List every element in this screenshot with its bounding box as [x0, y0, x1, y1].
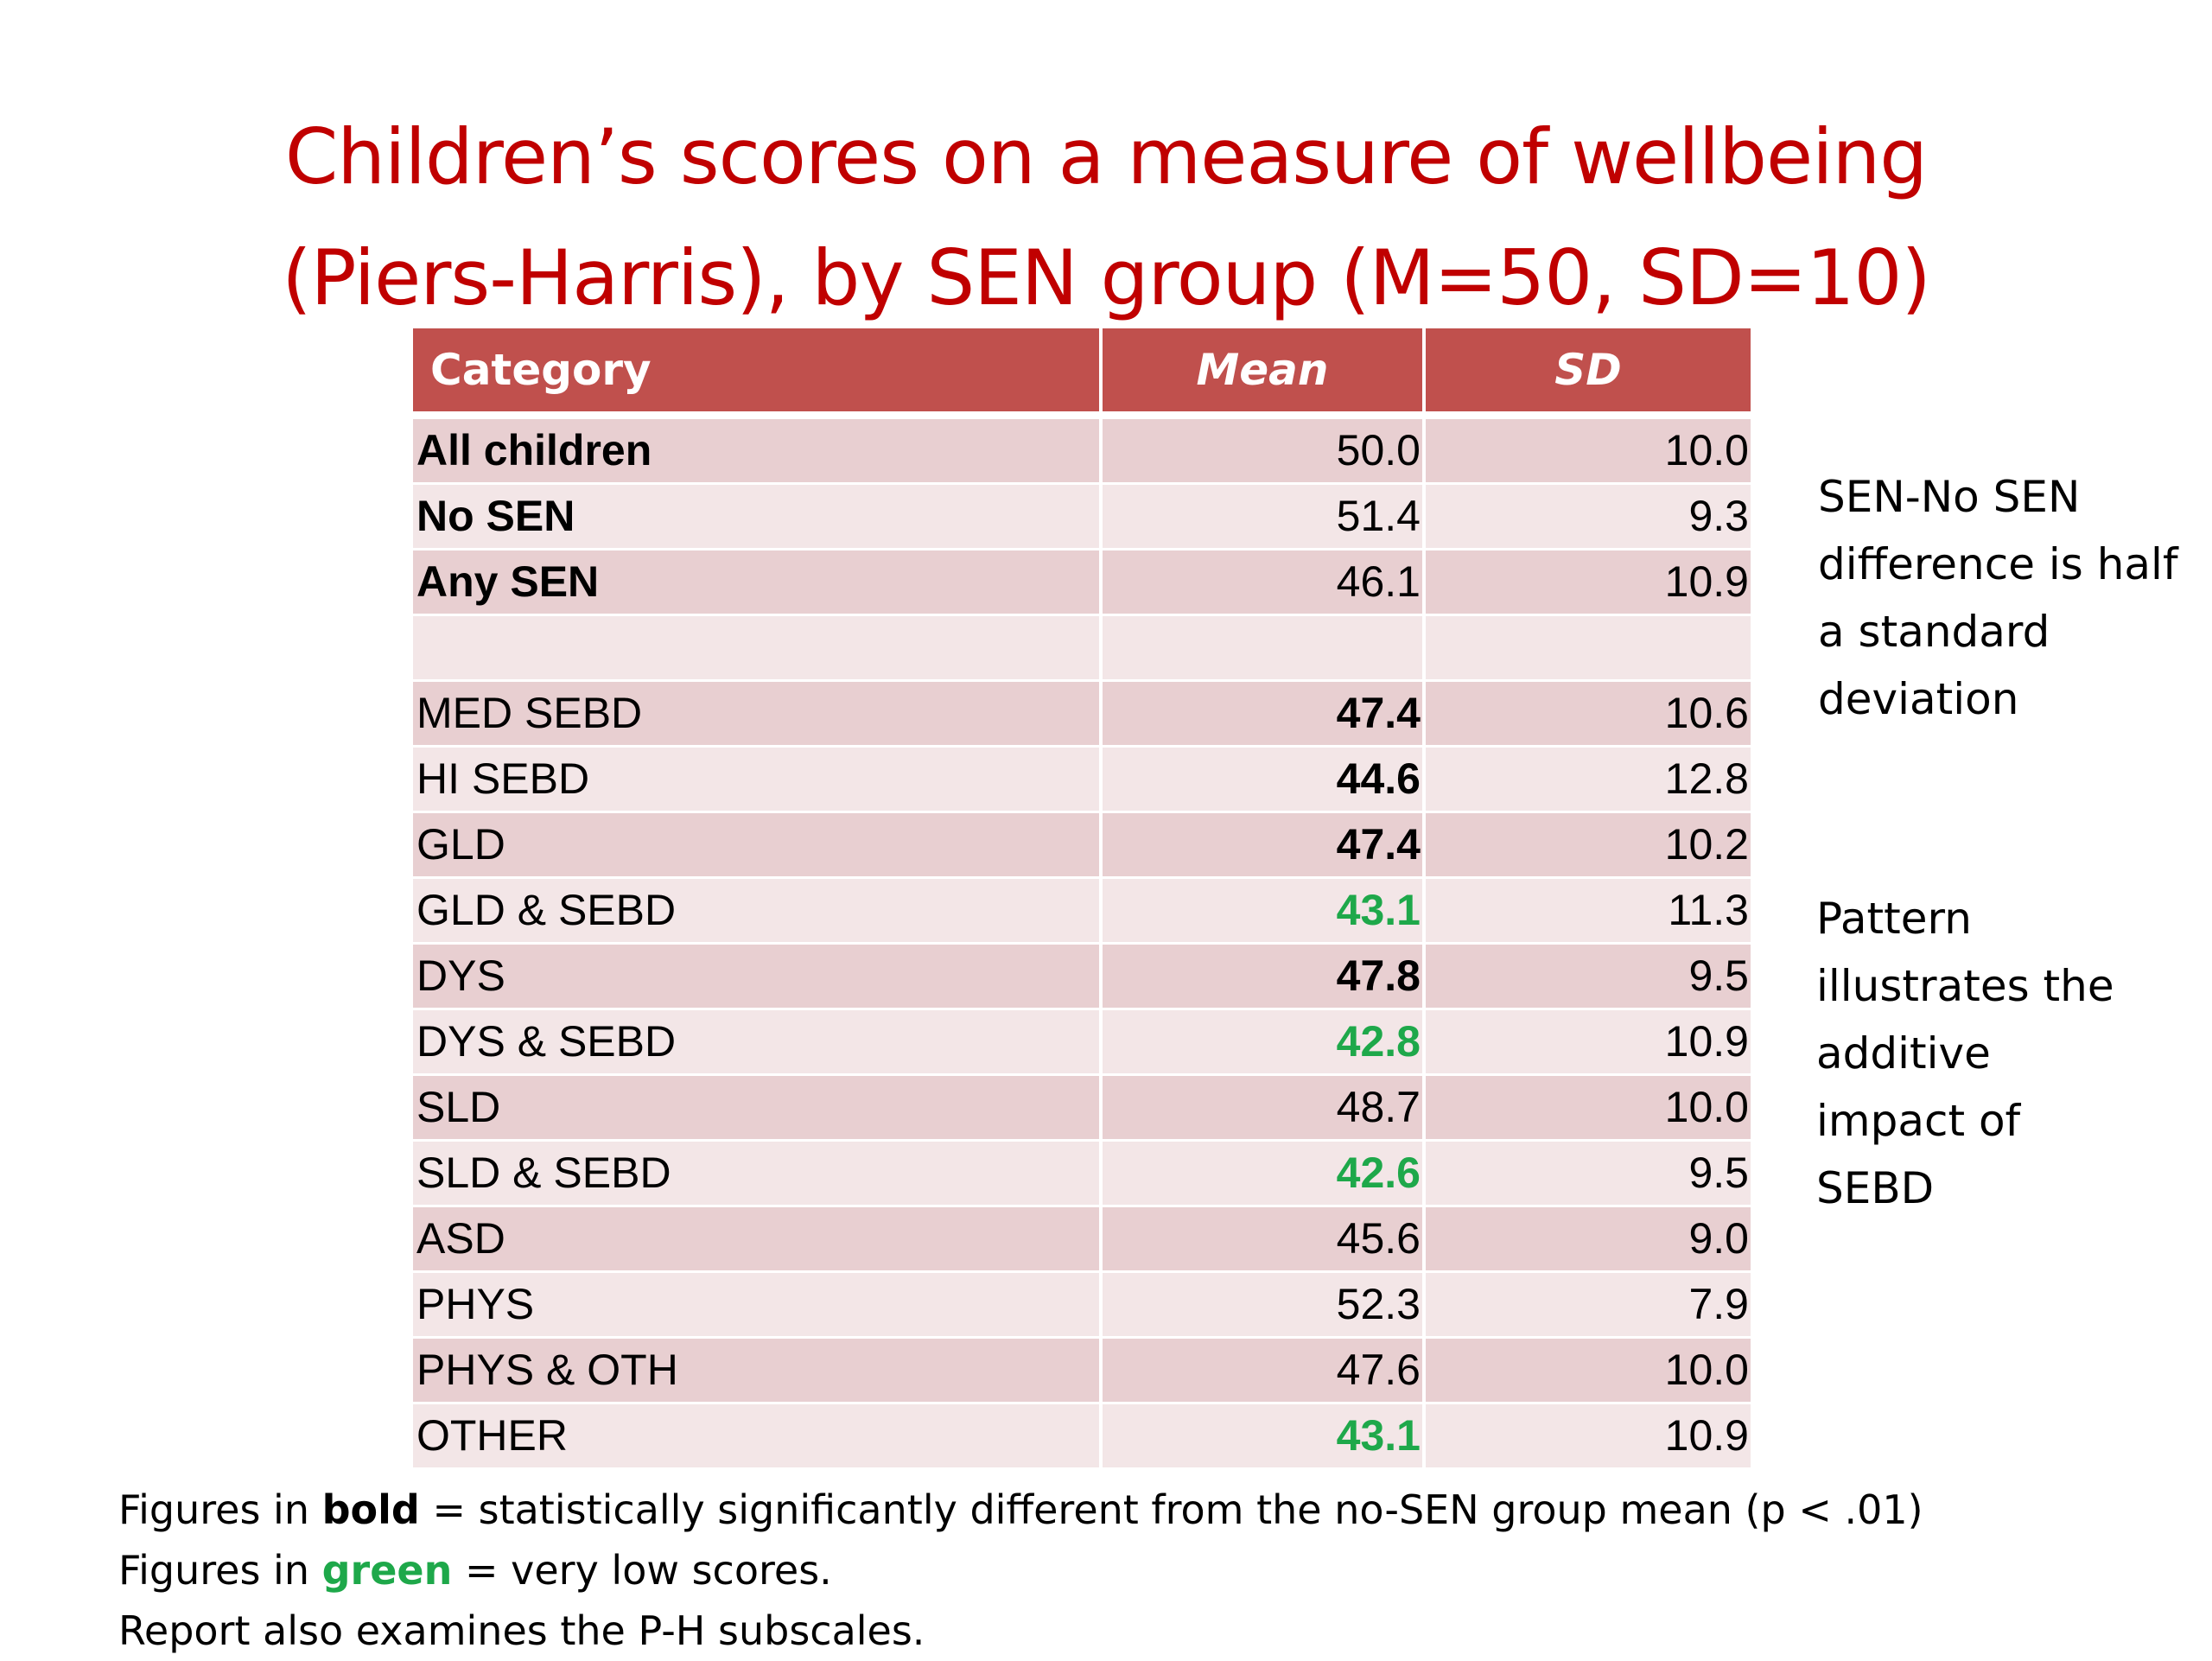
header-mean: Mean	[1099, 328, 1424, 419]
footnote-text: Figures in	[118, 1547, 322, 1594]
cell-category: DYS & SEBD	[413, 1009, 1101, 1076]
title-line-2: (Piers-Harris), by SEN group (M=50, SD=1…	[282, 233, 1931, 322]
cell-category: PHYS & OTH	[413, 1337, 1101, 1404]
cell-sd: 9.0	[1422, 1206, 1751, 1273]
table-row: No SEN 51.4 9.3	[413, 483, 1751, 550]
scores-table: Category Mean SD All children 50.0 10.0 No …	[413, 328, 1751, 1470]
table-row: Any SEN 46.1 10.9	[413, 549, 1751, 616]
note-additive-impact: Pattern illustrates the additive impact …	[1816, 885, 2114, 1222]
footnote-bold: Figures in bold = statistically signific…	[118, 1480, 1923, 1540]
cell-sd: 10.0	[1422, 1074, 1751, 1142]
cell-mean: 47.8	[1099, 943, 1424, 1010]
table-row: GLD & SEBD 43.1 11.3	[413, 877, 1751, 945]
table-row: All children 50.0 10.0	[413, 415, 1751, 485]
table-row	[413, 614, 1751, 682]
note-line: additive	[1816, 1028, 1991, 1079]
table-header-row: Category Mean SD	[413, 328, 1751, 419]
header-category: Category	[413, 328, 1101, 419]
cell-category: Any SEN	[413, 549, 1101, 616]
slide-title: Children’s scores on a measure of wellbe…	[0, 97, 2212, 339]
table-row: SLD & SEBD 42.6 9.5	[413, 1140, 1751, 1207]
footnote-green-word: green	[321, 1547, 453, 1594]
note-line: impact of	[1816, 1096, 2021, 1146]
footnote-text: = very low scores.	[452, 1547, 832, 1594]
footnote-bold-word: bold	[321, 1486, 420, 1533]
note-line: a standard	[1818, 607, 2050, 657]
cell-category: OTHER	[413, 1403, 1101, 1470]
cell-mean: 42.8	[1099, 1009, 1424, 1076]
cell-mean: 47.6	[1099, 1337, 1424, 1404]
cell-sd: 10.2	[1422, 811, 1751, 879]
cell-mean: 48.7	[1099, 1074, 1424, 1142]
footnote-subscales: Report also examines the P-H subscales.	[118, 1607, 925, 1654]
note-half-sd: SEN-No SEN difference is half a standard…	[1818, 463, 2178, 733]
cell-sd: 10.6	[1422, 680, 1751, 748]
cell-sd: 9.3	[1422, 483, 1751, 550]
cell-mean: 50.0	[1099, 415, 1424, 485]
note-line: illustrates the	[1816, 961, 2114, 1011]
cell-sd: 10.9	[1422, 1403, 1751, 1470]
note-line: SEBD	[1816, 1163, 1935, 1213]
cell-category: All children	[413, 415, 1101, 485]
note-line: difference is half	[1818, 539, 2178, 589]
footnotes: Figures in bold = statistically signific…	[118, 1480, 1923, 1661]
cell-category: ASD	[413, 1206, 1101, 1273]
cell-category: SLD & SEBD	[413, 1140, 1101, 1207]
cell-sd: 9.5	[1422, 1140, 1751, 1207]
cell-mean: 42.6	[1099, 1140, 1424, 1207]
table-row: ASD 45.6 9.0	[413, 1206, 1751, 1273]
table-row: DYS 47.8 9.5	[413, 943, 1751, 1010]
note-line: deviation	[1818, 674, 2019, 724]
cell-mean: 47.4	[1099, 811, 1424, 879]
table-row: MED SEBD 47.4 10.6	[413, 680, 1751, 748]
cell-mean: 52.3	[1099, 1271, 1424, 1339]
cell-mean: 43.1	[1099, 1403, 1424, 1470]
title-line-1: Children’s scores on a measure of wellbe…	[284, 112, 1928, 201]
header-sd: SD	[1422, 328, 1751, 419]
cell-category: MED SEBD	[413, 680, 1101, 748]
cell-sd: 10.0	[1422, 415, 1751, 485]
note-line: Pattern	[1816, 894, 1972, 944]
footnote-text: = statistically significantly different …	[419, 1486, 1923, 1533]
cell-mean: 43.1	[1099, 877, 1424, 945]
table-row: SLD 48.7 10.0	[413, 1074, 1751, 1142]
table-row: DYS & SEBD 42.8 10.9	[413, 1009, 1751, 1076]
note-line: SEN-No SEN	[1818, 472, 2081, 522]
table-body: All children 50.0 10.0 No SEN 51.4 9.3 Any SEN…	[413, 415, 1751, 1470]
cell-sd	[1422, 614, 1751, 682]
table-row: GLD 47.4 10.2	[413, 811, 1751, 879]
cell-mean: 51.4	[1099, 483, 1424, 550]
cell-sd: 10.9	[1422, 1009, 1751, 1076]
cell-category: SLD	[413, 1074, 1101, 1142]
table-row: HI SEBD 44.6 12.8	[413, 746, 1751, 813]
cell-category: GLD & SEBD	[413, 877, 1101, 945]
cell-category	[413, 614, 1101, 682]
table-row: OTHER 43.1 10.9	[413, 1403, 1751, 1470]
cell-sd: 9.5	[1422, 943, 1751, 1010]
cell-category: PHYS	[413, 1271, 1101, 1339]
cell-mean: 47.4	[1099, 680, 1424, 748]
cell-sd: 10.9	[1422, 549, 1751, 616]
footnote-text: Figures in	[118, 1486, 322, 1533]
cell-category: GLD	[413, 811, 1101, 879]
cell-sd: 12.8	[1422, 746, 1751, 813]
cell-mean: 46.1	[1099, 549, 1424, 616]
cell-sd: 10.0	[1422, 1337, 1751, 1404]
cell-category: DYS	[413, 943, 1101, 1010]
table-row: PHYS 52.3 7.9	[413, 1271, 1751, 1339]
cell-category: No SEN	[413, 483, 1101, 550]
cell-sd: 7.9	[1422, 1271, 1751, 1339]
cell-mean: 45.6	[1099, 1206, 1424, 1273]
cell-category: HI SEBD	[413, 746, 1101, 813]
cell-mean	[1099, 614, 1424, 682]
cell-sd: 11.3	[1422, 877, 1751, 945]
footnote-green: Figures in green = very low scores.	[118, 1540, 1923, 1601]
table-row: PHYS & OTH 47.6 10.0	[413, 1337, 1751, 1404]
cell-mean: 44.6	[1099, 746, 1424, 813]
